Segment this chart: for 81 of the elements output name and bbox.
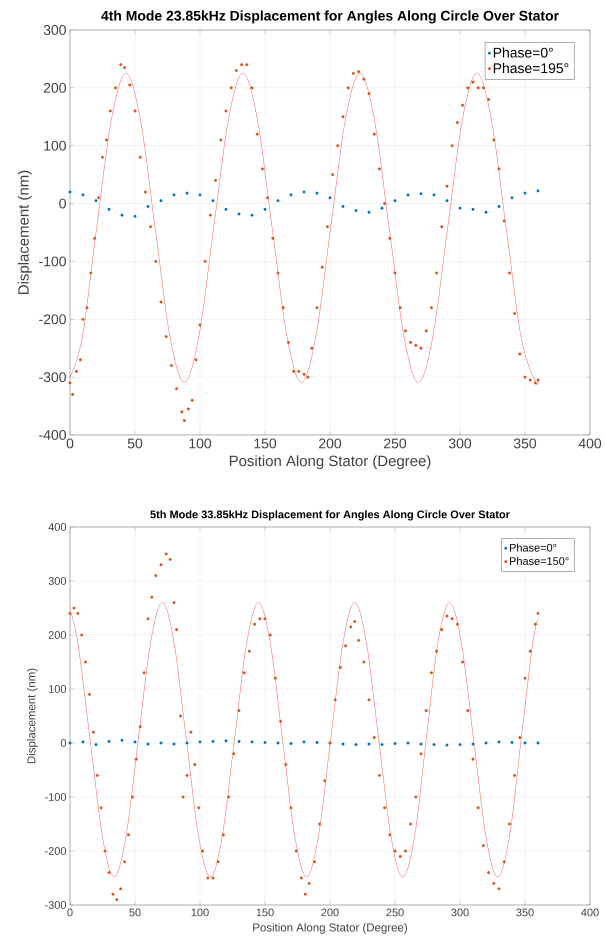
- legend-label: Phase=0°: [510, 544, 556, 552]
- y-tick-label: 200: [44, 82, 66, 93]
- y-tick-label: 0: [59, 198, 66, 209]
- point: [198, 193, 202, 196]
- point: [134, 214, 136, 218]
- point: [238, 212, 240, 216]
- point: [510, 196, 514, 200]
- point: [212, 199, 214, 202]
- point: [484, 210, 488, 214]
- point: [498, 204, 501, 208]
- y-tick-label: 200: [48, 631, 66, 639]
- y-tick-label: 100: [49, 685, 66, 693]
- x-tick-label: 50: [128, 438, 142, 448]
- y-tick-label: -300: [45, 901, 66, 909]
- point: [432, 193, 436, 196]
- x-tick-label: 350: [516, 908, 534, 916]
- x-tick-label: 0: [66, 438, 74, 448]
- x-tick-label: 150: [256, 908, 274, 916]
- chart-title: 4th Mode 23.85kHz Displacement for Angles Along Circle Over Stator: [101, 10, 559, 24]
- y-axis-title: Displacement (nm): [27, 668, 38, 764]
- point: [368, 210, 371, 214]
- x-tick-label: 200: [321, 908, 339, 916]
- point: [472, 208, 475, 211]
- y-tick-label: 100: [44, 140, 66, 151]
- x-tick-label: 250: [384, 438, 406, 448]
- point: [250, 214, 254, 217]
- x-tick-label: 0: [67, 908, 73, 916]
- point: [186, 192, 188, 195]
- point: [316, 192, 318, 195]
- point: [524, 192, 527, 195]
- y-tick-label: -200: [39, 314, 66, 324]
- point: [160, 199, 162, 202]
- point: [146, 204, 150, 208]
- point: [108, 208, 110, 211]
- chart-title: 5th Mode 33.85kHz Displacement for Angles Along Circle Over Stator: [150, 510, 510, 521]
- x-tick-label: 300: [451, 908, 469, 916]
- point: [536, 189, 540, 192]
- x-tick-label: 250: [386, 908, 404, 916]
- point: [68, 190, 72, 194]
- x-tick-label: 350: [514, 438, 536, 448]
- point: [290, 193, 292, 196]
- x-axis-title: Position Along Stator (Degree): [230, 455, 430, 470]
- point: [264, 208, 266, 211]
- point: [394, 199, 397, 202]
- x-tick-label: 400: [581, 908, 599, 916]
- point: [406, 193, 410, 196]
- legend-label: Phase=0°: [494, 47, 553, 58]
- y-tick-label: 300: [44, 25, 66, 35]
- legend-label: Phase=195°: [494, 62, 568, 74]
- x-tick-label: 150: [254, 438, 276, 448]
- y-tick-label: -400: [39, 430, 66, 440]
- point: [224, 208, 228, 211]
- y-tick-label: -200: [45, 847, 66, 855]
- point: [342, 204, 344, 208]
- y-tick-label: -100: [45, 793, 66, 801]
- point: [328, 196, 332, 200]
- y-axis-title: Displacement (nm): [18, 170, 32, 294]
- x-tick-label: 300: [448, 438, 472, 448]
- point: [94, 199, 98, 202]
- point: [302, 190, 306, 194]
- x-tick-label: 100: [189, 438, 212, 448]
- point: [446, 199, 449, 202]
- point: [172, 193, 176, 196]
- y-tick-label: -300: [39, 372, 66, 382]
- x-tick-label: 200: [319, 438, 342, 448]
- point: [354, 209, 358, 212]
- y-tick-label: 400: [48, 523, 66, 531]
- y-tick-label: -100: [39, 256, 66, 266]
- point: [276, 199, 280, 202]
- point: [120, 214, 124, 217]
- point: [420, 192, 423, 196]
- x-tick-label: 400: [578, 438, 602, 448]
- y-tick-label: 300: [48, 577, 66, 585]
- y-tick-label: 0: [60, 739, 66, 747]
- x-tick-label: 50: [129, 908, 141, 916]
- x-tick-label: 100: [192, 908, 209, 916]
- point: [380, 206, 384, 210]
- legend-label: Phase=150°: [510, 556, 569, 565]
- point: [458, 206, 462, 210]
- x-axis-title: Position Along Stator (Degree): [253, 923, 407, 934]
- point: [82, 193, 84, 196]
